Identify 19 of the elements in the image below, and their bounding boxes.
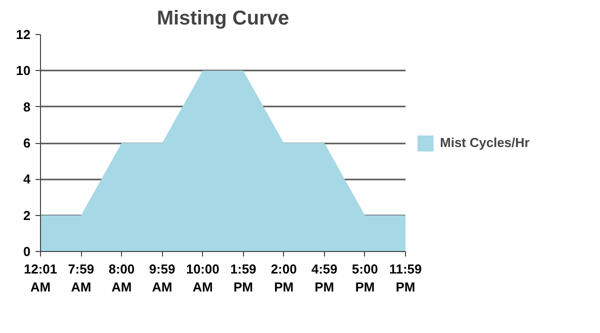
x-tick-label: 4:59 PM <box>311 262 338 294</box>
y-tick-label: 2 <box>23 208 31 223</box>
chart-title: Misting Curve <box>156 8 290 30</box>
x-tick-label: 9:59 AM <box>149 262 176 294</box>
x-tick-label: 11:59 PM <box>389 262 422 294</box>
legend-label: Mist Cycles/Hr <box>440 135 530 150</box>
y-tick-label: 10 <box>16 63 31 78</box>
y-tick-label: 4 <box>23 172 32 187</box>
y-tick-label: 0 <box>23 244 31 259</box>
x-tick-label: 10:00 AM <box>186 262 220 294</box>
y-tick-label: 8 <box>23 99 31 114</box>
x-tick-label: 2:00 PM <box>270 262 297 294</box>
y-tick-label: 6 <box>23 136 31 150</box>
x-tick-label: 12:01 AM <box>24 262 58 294</box>
y-tick-label: 12 <box>16 27 31 42</box>
x-tick-label: 8:00 AM <box>108 262 135 294</box>
x-tick-label: 7:59 AM <box>68 262 94 294</box>
x-tick-label: 1:59 PM <box>230 262 256 294</box>
x-tick-label: 5:00 PM <box>352 262 378 294</box>
